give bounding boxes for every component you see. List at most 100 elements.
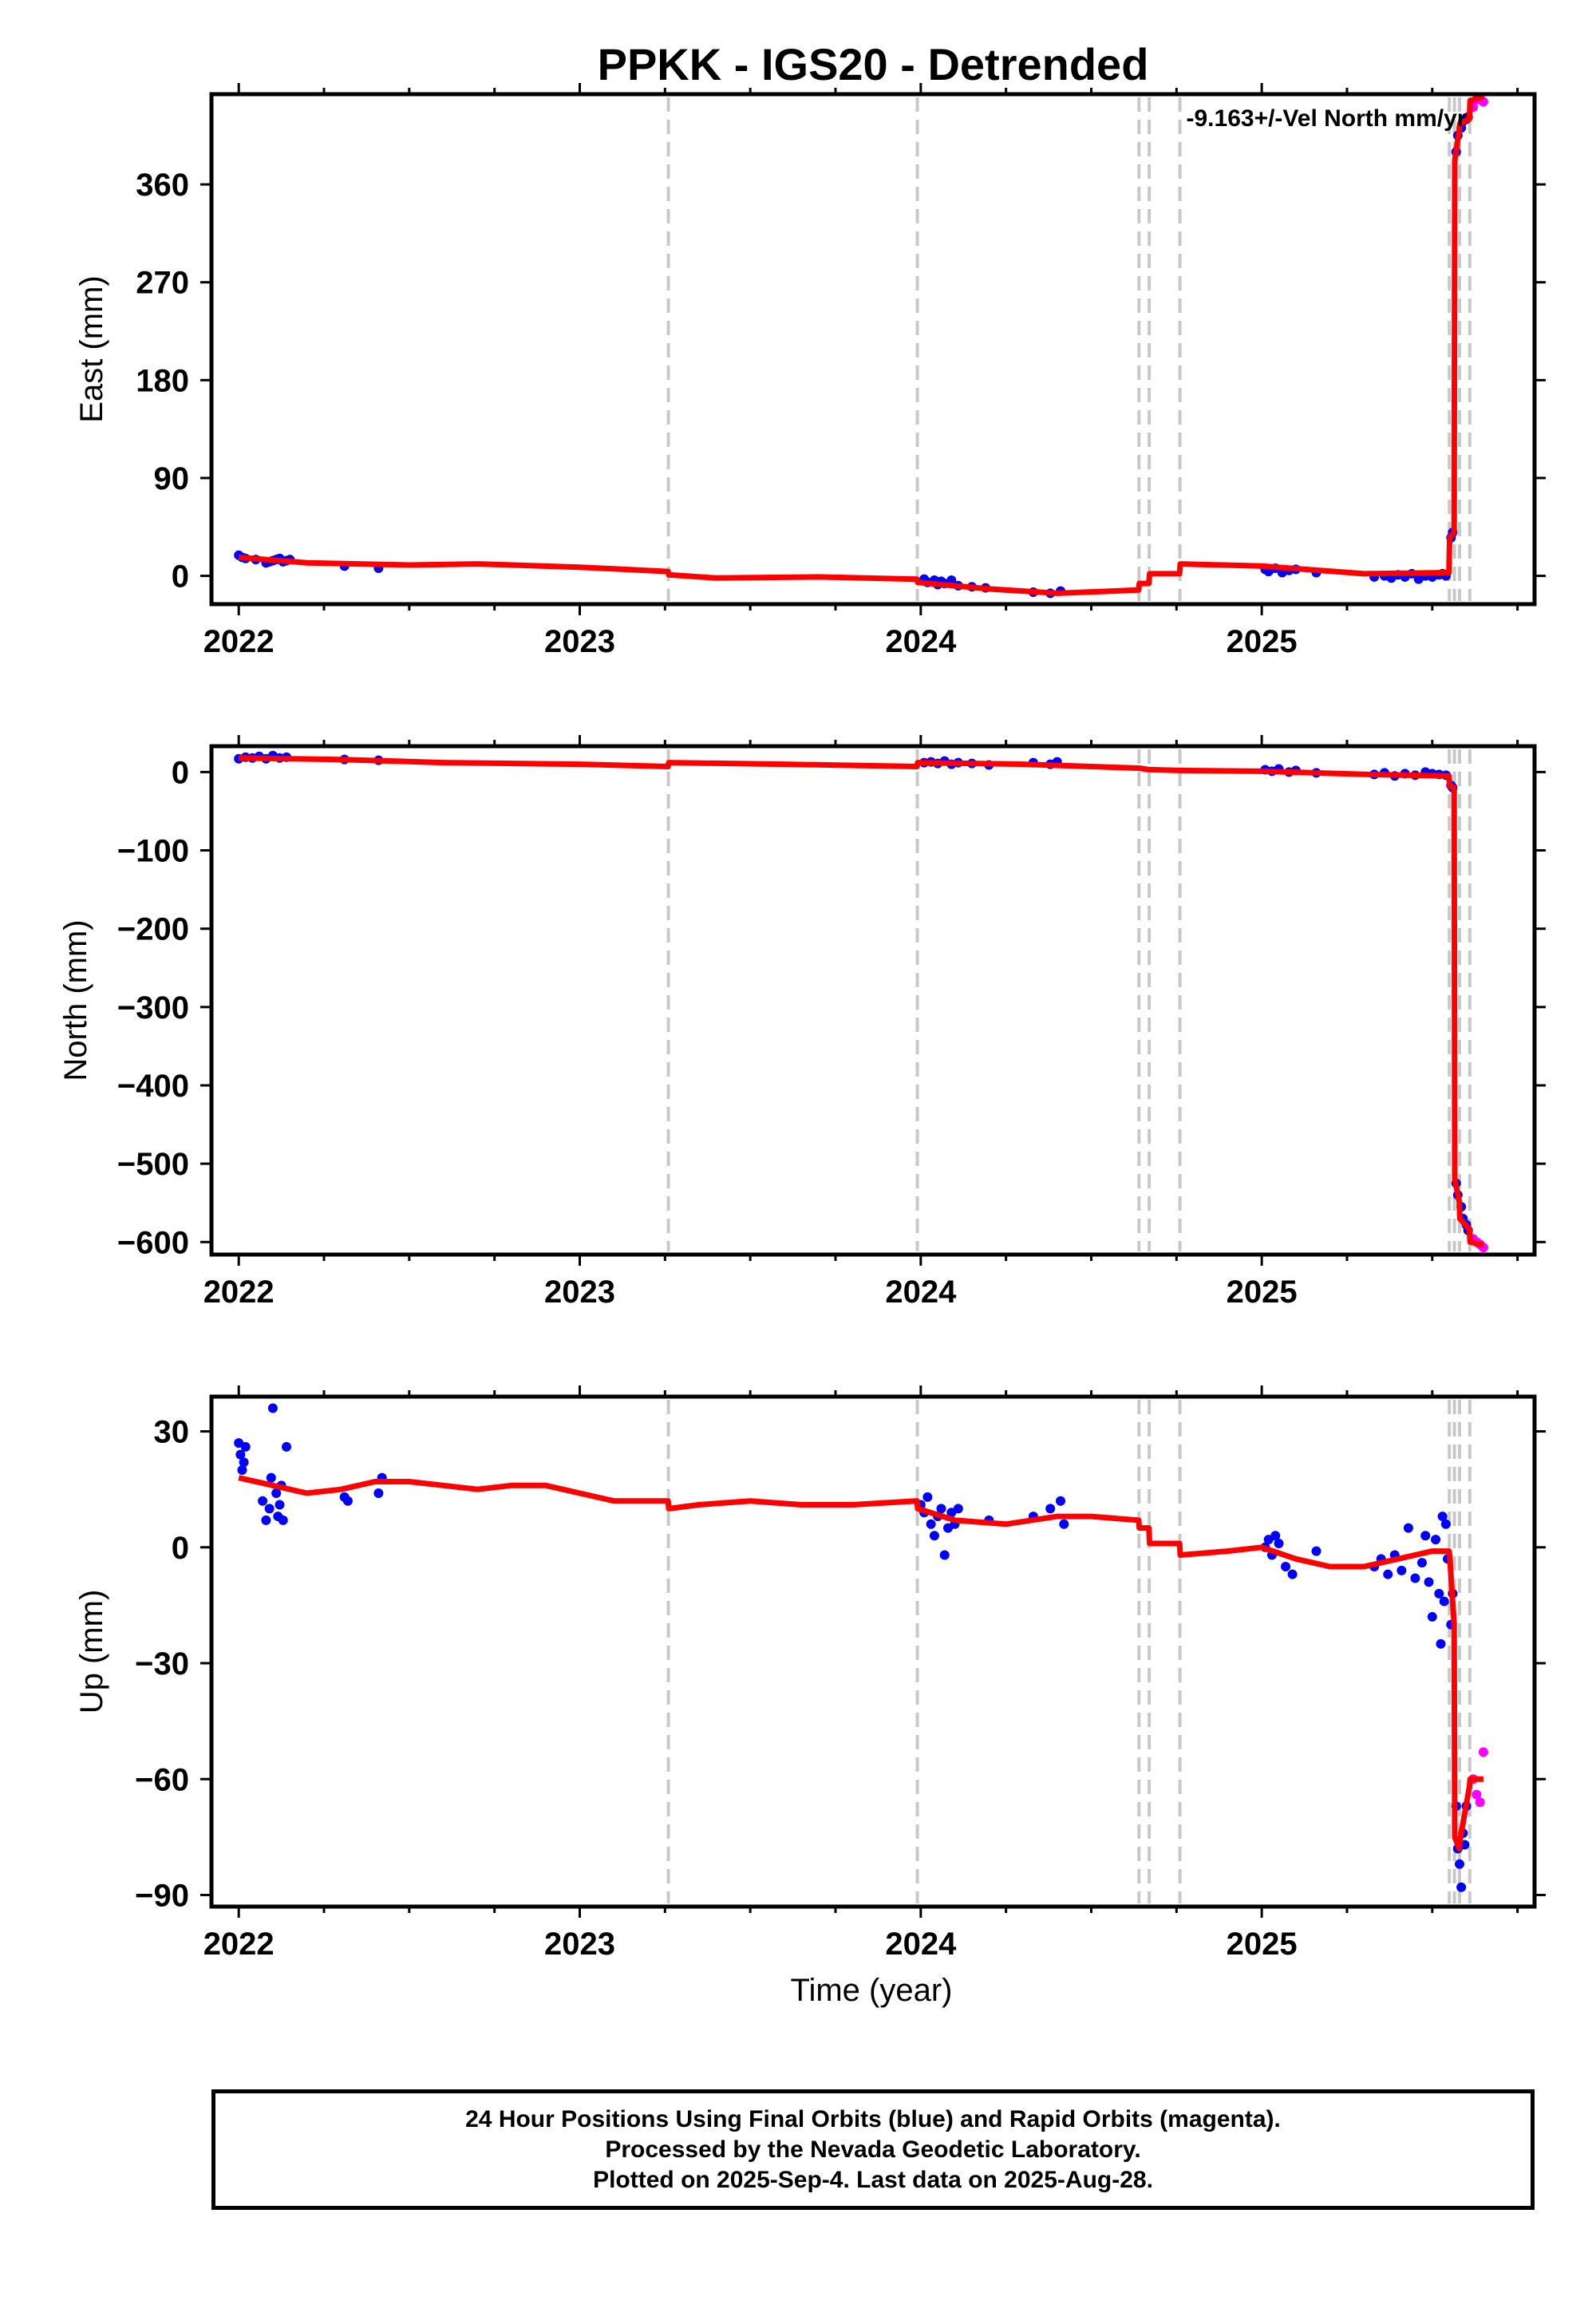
final-point (1420, 1531, 1431, 1541)
y-axis-title: Up (mm) (74, 1590, 109, 1714)
x-tick-label: 2024 (885, 624, 957, 659)
final-point (1456, 1882, 1467, 1892)
model-line (238, 1475, 1483, 1852)
final-point (1431, 1535, 1441, 1545)
y-tick-label: −400 (117, 1069, 189, 1104)
y-tick-label: −60 (135, 1762, 189, 1797)
final-point (1410, 1573, 1420, 1583)
velocity-annotation: -9.163+/-Vel North mm/yr (1187, 105, 1467, 132)
final-point (1396, 1565, 1407, 1575)
final-point (922, 1492, 933, 1502)
x-axis-title: Time (year) (791, 1973, 953, 2008)
final-point (278, 1515, 288, 1525)
final-point (1424, 1577, 1434, 1587)
final-point (1270, 1531, 1281, 1541)
y-tick-label: 180 (136, 363, 189, 398)
final-point (1436, 1638, 1446, 1649)
final-point (1440, 1519, 1451, 1529)
y-tick-label: 0 (172, 755, 189, 790)
final-point (1311, 1546, 1321, 1556)
x-tick-label: 2023 (544, 1275, 615, 1310)
panel-north: 2022 2023 2024 2025 0 −100 −200 −300 −400 −500 −60… (58, 735, 1546, 1310)
x-tick-label: 2025 (1227, 1927, 1298, 1962)
y-tick-label: −200 (117, 912, 189, 947)
model-line (238, 94, 1484, 596)
y-tick-label: 0 (172, 1531, 189, 1566)
final-point (1427, 1611, 1437, 1622)
final-point (1383, 1569, 1393, 1579)
data-layer-up (234, 1403, 1488, 1892)
final-point (939, 1550, 950, 1560)
final-point (282, 1441, 292, 1452)
footer-line-3: Plotted on 2025-Sep-4. Last data on 2025… (593, 2166, 1153, 2193)
final-point (266, 1472, 276, 1483)
y-tick-label: 90 (154, 461, 190, 496)
final-point (1059, 1519, 1069, 1529)
panel-up: 2022 2023 2024 2025 30 0 −30 −60 −90 Up (mm) Time … (74, 1385, 1546, 2008)
final-point (1274, 1538, 1284, 1548)
final-point (1439, 1596, 1449, 1607)
final-point (1437, 1512, 1448, 1522)
y-axis-title: East (mm) (74, 275, 109, 422)
footer-line-1: 24 Hour Positions Using Final Orbits (bl… (465, 2105, 1281, 2132)
footer-line-2: Processed by the Nevada Geodetic Laborat… (605, 2136, 1141, 2163)
y-tick-label: −90 (135, 1878, 189, 1913)
y-tick-label: 30 (154, 1415, 190, 1450)
final-point (1045, 1504, 1056, 1514)
final-point (926, 1519, 936, 1529)
x-tick-label: 2024 (885, 1275, 957, 1310)
final-point (929, 1531, 939, 1541)
x-tick-label: 2022 (203, 624, 275, 659)
x-tick-label: 2025 (1227, 624, 1298, 659)
final-point (1454, 1859, 1464, 1869)
y-tick-label: −30 (135, 1646, 189, 1682)
x-tick-label: 2024 (885, 1927, 957, 1962)
data-layer-north (234, 750, 1488, 1253)
final-point (1287, 1569, 1298, 1579)
final-point (237, 1464, 247, 1475)
final-point (239, 1457, 249, 1468)
y-tick-label: −600 (117, 1225, 189, 1260)
rapid-point (1475, 1797, 1485, 1808)
final-point (1403, 1523, 1413, 1533)
chart-title: PPKK - IGS20 - Detrended (598, 39, 1149, 89)
final-point (258, 1496, 268, 1506)
rapid-point (1472, 1789, 1482, 1800)
x-tick-label: 2023 (544, 624, 615, 659)
final-point (271, 1488, 282, 1499)
final-point (1281, 1562, 1291, 1571)
plot-frame (209, 1394, 1537, 1909)
final-point (1416, 1558, 1427, 1568)
final-point (240, 1441, 251, 1452)
plot-frame (209, 92, 1537, 607)
y-tick-label: 360 (136, 168, 189, 203)
final-point (235, 1449, 246, 1460)
model-line (239, 755, 1484, 1248)
final-point (953, 1504, 963, 1514)
final-point (342, 1496, 353, 1506)
final-point (261, 1515, 271, 1525)
final-point (267, 1403, 278, 1413)
x-tick-label: 2025 (1227, 1275, 1298, 1310)
y-axis-title: North (mm) (58, 919, 93, 1081)
x-tick-label: 2022 (203, 1275, 275, 1310)
final-point (373, 1488, 384, 1499)
final-point (275, 1500, 285, 1510)
y-tick-label: −100 (117, 834, 189, 869)
rapid-point (1478, 1747, 1488, 1757)
y-tick-label: −500 (117, 1147, 189, 1182)
y-tick-label: 270 (136, 266, 189, 301)
y-tick-label: 0 (172, 559, 189, 595)
final-point (936, 1504, 946, 1514)
final-point (264, 1504, 275, 1514)
data-layer-east (234, 94, 1488, 599)
plot-frame (209, 744, 1537, 1257)
y-tick-label: −300 (117, 990, 189, 1026)
final-point (1434, 1588, 1444, 1599)
x-tick-label: 2022 (203, 1927, 275, 1962)
footer-box: 24 Hour Positions Using Final Orbits (bl… (211, 2089, 1535, 2210)
x-tick-label: 2023 (544, 1927, 615, 1962)
panel-east: 2022 2023 2024 2025 0 90 180 270 360 East (mm) (74, 83, 1546, 659)
